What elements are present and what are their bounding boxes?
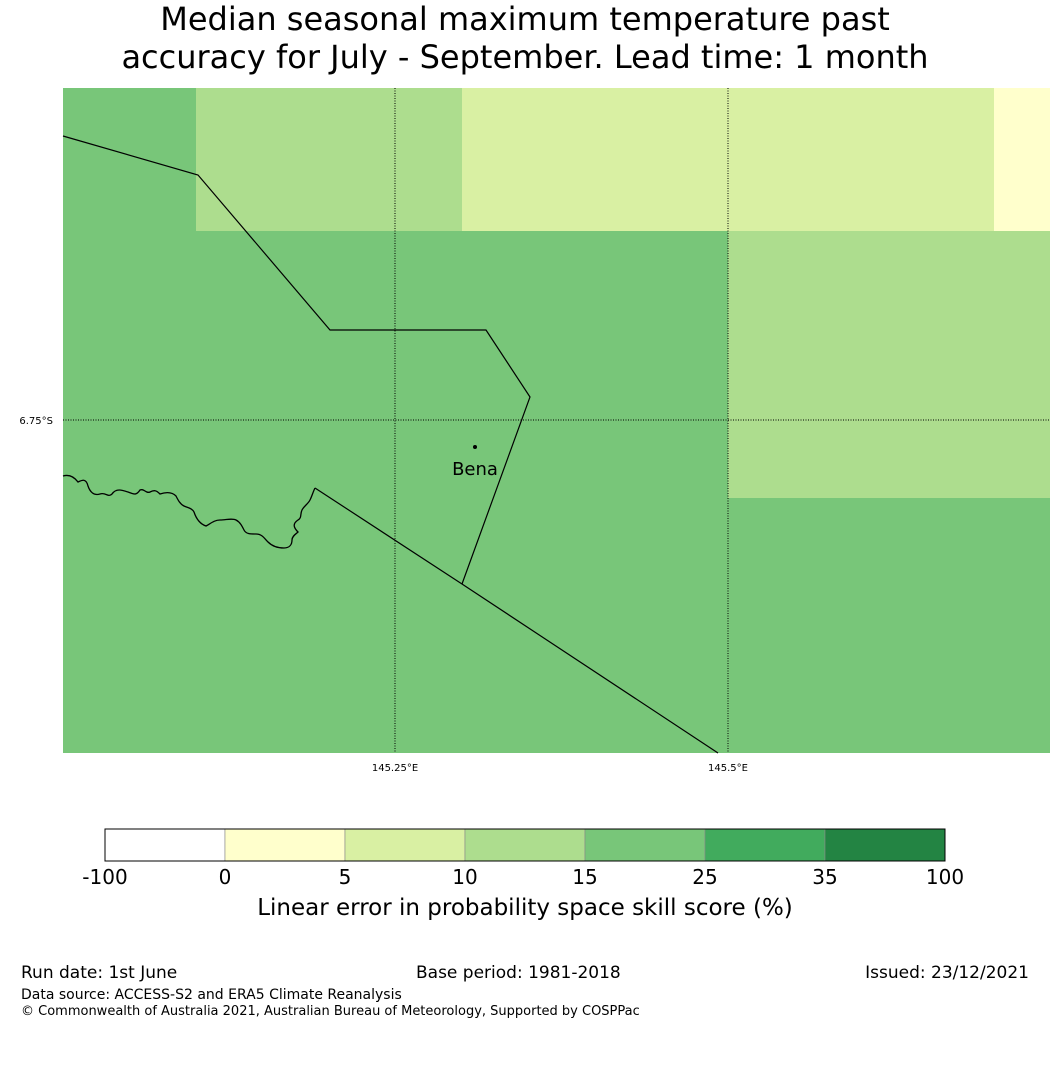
- lat-label: 6.75°S: [19, 416, 53, 427]
- colorbar-outline: [104, 828, 946, 862]
- town-label: Bena: [452, 459, 498, 480]
- river-line: [62, 474, 316, 549]
- grid-cell: [728, 231, 1050, 498]
- run-date: Run date: 1st June: [21, 963, 178, 983]
- colorbar-segment: [224, 828, 346, 862]
- colorbar-tick-label: 0: [218, 865, 232, 889]
- grid-cell: [196, 88, 462, 231]
- province-border: [314, 487, 719, 754]
- map-title: Median seasonal maximum temperature past…: [0, 0, 1050, 76]
- colorbar-tick-label: 15: [572, 865, 598, 889]
- colorbar-tick-label: 25: [692, 865, 718, 889]
- colorbar-tick-label: 10: [452, 865, 478, 889]
- base-period: Base period: 1981-2018: [416, 963, 621, 983]
- colorbar: [104, 828, 946, 862]
- title-line-1: Median seasonal maximum temperature past: [160, 0, 890, 38]
- colorbar-segment: [824, 828, 946, 862]
- colorbar-segment: [464, 828, 586, 862]
- colorbar-segment: [704, 828, 826, 862]
- title-line-2: accuracy for July - September. Lead time…: [121, 38, 929, 76]
- colorbar-segment: [104, 828, 226, 862]
- lon-label-145-5: 145.5°E: [708, 763, 748, 774]
- colorbar-tick-label: 5: [338, 865, 352, 889]
- copyright: © Commonwealth of Australia 2021, Austra…: [21, 1004, 640, 1019]
- colorbar-segment: [344, 828, 466, 862]
- colorbar-tick-label: -100: [82, 865, 128, 889]
- grid-cell: [994, 88, 1050, 231]
- data-source: Data source: ACCESS-S2 and ERA5 Climate …: [21, 987, 402, 1003]
- province-border: [62, 135, 531, 585]
- town-marker: [473, 445, 477, 449]
- colorbar-tick-label: 100: [925, 865, 965, 889]
- colorbar-segment: [584, 828, 706, 862]
- colorbar-title: Linear error in probability space skill …: [257, 895, 793, 921]
- grid-cell: [462, 88, 994, 231]
- issued-date: Issued: 23/12/2021: [865, 963, 1029, 983]
- lon-label-145-25: 145.25°E: [372, 763, 418, 774]
- colorbar-tick-label: 35: [812, 865, 838, 889]
